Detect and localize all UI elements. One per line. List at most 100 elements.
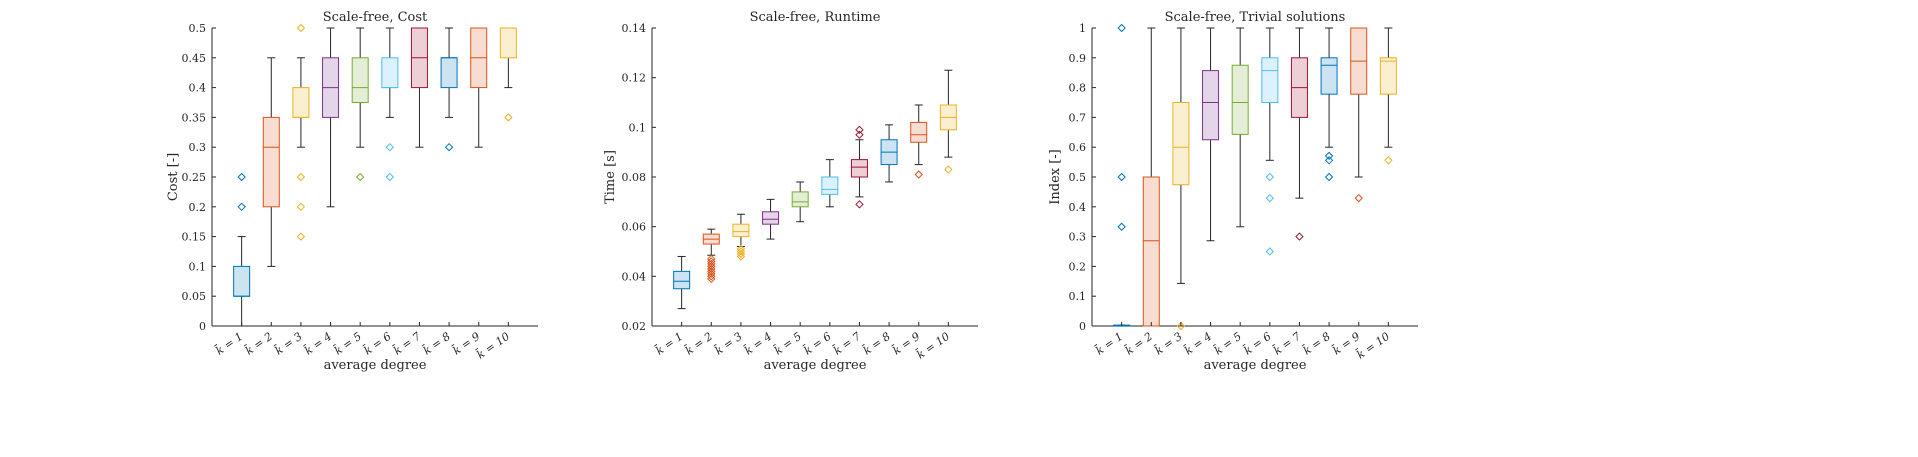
outlier-point [237, 172, 246, 182]
box-iqr [791, 191, 809, 208]
outlier-point [296, 232, 306, 241]
box-iqr [1320, 57, 1338, 95]
outlier-point [1265, 193, 1275, 203]
x-axis-label: average degree [764, 358, 867, 373]
outlier-point [855, 130, 864, 139]
outlier-point [1384, 156, 1393, 165]
y-tick-label: 0.5 [189, 22, 207, 35]
box-2 [702, 228, 720, 284]
y-tick-label: 0.4 [1069, 201, 1087, 214]
y-tick-label: 0.05 [182, 290, 207, 303]
y-tick-label: 1 [1079, 22, 1086, 35]
outlier-point [1324, 151, 1334, 161]
outlier-point [1265, 247, 1275, 256]
box-iqr [821, 176, 839, 195]
outlier-point [385, 142, 395, 152]
outlier-point [1354, 193, 1363, 203]
box-2 [262, 57, 280, 267]
box-iqr [1142, 176, 1160, 327]
box-8 [440, 27, 458, 152]
outlier-point [855, 200, 864, 209]
box-10 [1379, 27, 1397, 165]
y-tick-label: 0.1 [189, 260, 207, 273]
y-tick-label: 0.06 [622, 221, 647, 234]
y-tick-label: 0.6 [1069, 141, 1087, 154]
box-7 [1290, 27, 1308, 241]
box-8 [1320, 27, 1338, 182]
y-tick-label: 0.15 [182, 231, 207, 244]
box-1 [233, 172, 251, 327]
y-tick-label: 0.1 [1069, 290, 1087, 303]
box-4 [1202, 27, 1220, 242]
box-3 [292, 23, 310, 241]
outlier-point [296, 23, 306, 33]
y-tick-label: 0 [199, 320, 206, 333]
x-axis-label: average degree [324, 358, 427, 373]
outlier-point [1117, 222, 1126, 231]
box-iqr [233, 265, 251, 297]
y-tick-label: 0.9 [1069, 52, 1087, 65]
box-iqr [499, 27, 517, 59]
box-3 [732, 213, 750, 261]
y-tick-label: 0.04 [622, 270, 647, 283]
y-tick-label: 0.8 [1069, 82, 1087, 95]
y-tick-label: 0.35 [182, 111, 207, 124]
outlier-point [1117, 172, 1126, 182]
outlier-point [1176, 321, 1186, 331]
box-4 [322, 27, 340, 208]
box-iqr [351, 57, 369, 103]
y-tick-label: 0.12 [622, 72, 647, 85]
y-tick-label: 0.5 [1069, 171, 1087, 184]
box-iqr [1379, 57, 1397, 95]
box-iqr [440, 57, 458, 89]
box-iqr [732, 223, 750, 238]
outlier-point [1324, 156, 1334, 165]
box-4 [762, 198, 780, 240]
outlier-point [355, 172, 365, 182]
box-iqr [850, 159, 868, 178]
outlier-point [944, 165, 953, 174]
outlier-point [504, 113, 513, 122]
box-6 [821, 159, 839, 208]
outlier-point [855, 125, 864, 135]
y-tick-label: 0.3 [1069, 231, 1087, 244]
box-5 [351, 27, 369, 182]
box-iqr [910, 121, 928, 143]
y-tick-label: 0.1 [629, 121, 647, 134]
y-axis-label: Index [-] [1048, 149, 1063, 205]
outlier-point [1295, 232, 1304, 241]
box-iqr [1172, 102, 1190, 186]
y-tick-label: 0.45 [182, 52, 207, 65]
outlier-point [1117, 23, 1126, 33]
y-tick-label: 0.25 [182, 171, 207, 184]
box-10 [499, 27, 517, 122]
box-iqr [1202, 70, 1220, 141]
outlier-point [237, 202, 246, 212]
box-5 [791, 181, 809, 223]
box-9 [470, 27, 488, 148]
y-tick-label: 0.08 [622, 171, 647, 184]
outlier-point [296, 202, 306, 212]
box-9 [1350, 27, 1368, 203]
box-7 [410, 27, 428, 148]
box-iqr [762, 211, 780, 225]
box-5 [1231, 27, 1249, 228]
outlier-point [444, 142, 454, 152]
outlier-point [736, 244, 746, 254]
chart-title: Scale-free, Trivial solutions [1165, 10, 1346, 25]
box-iqr [1231, 64, 1249, 135]
y-tick-label: 0.3 [189, 141, 207, 154]
y-axis-label: Time [s] [603, 150, 618, 204]
box-iqr [381, 57, 399, 89]
box-9 [910, 104, 928, 179]
y-tick-label: 0.14 [622, 22, 647, 35]
x-axis-label: average degree [1204, 358, 1307, 373]
box-iqr [262, 116, 280, 208]
y-tick-label: 0 [1079, 320, 1086, 333]
box-8 [880, 124, 898, 183]
y-tick-label: 0.7 [1069, 111, 1087, 124]
y-tick-label: 0.4 [189, 82, 207, 95]
box-10 [939, 69, 957, 174]
box-6 [1261, 27, 1279, 256]
